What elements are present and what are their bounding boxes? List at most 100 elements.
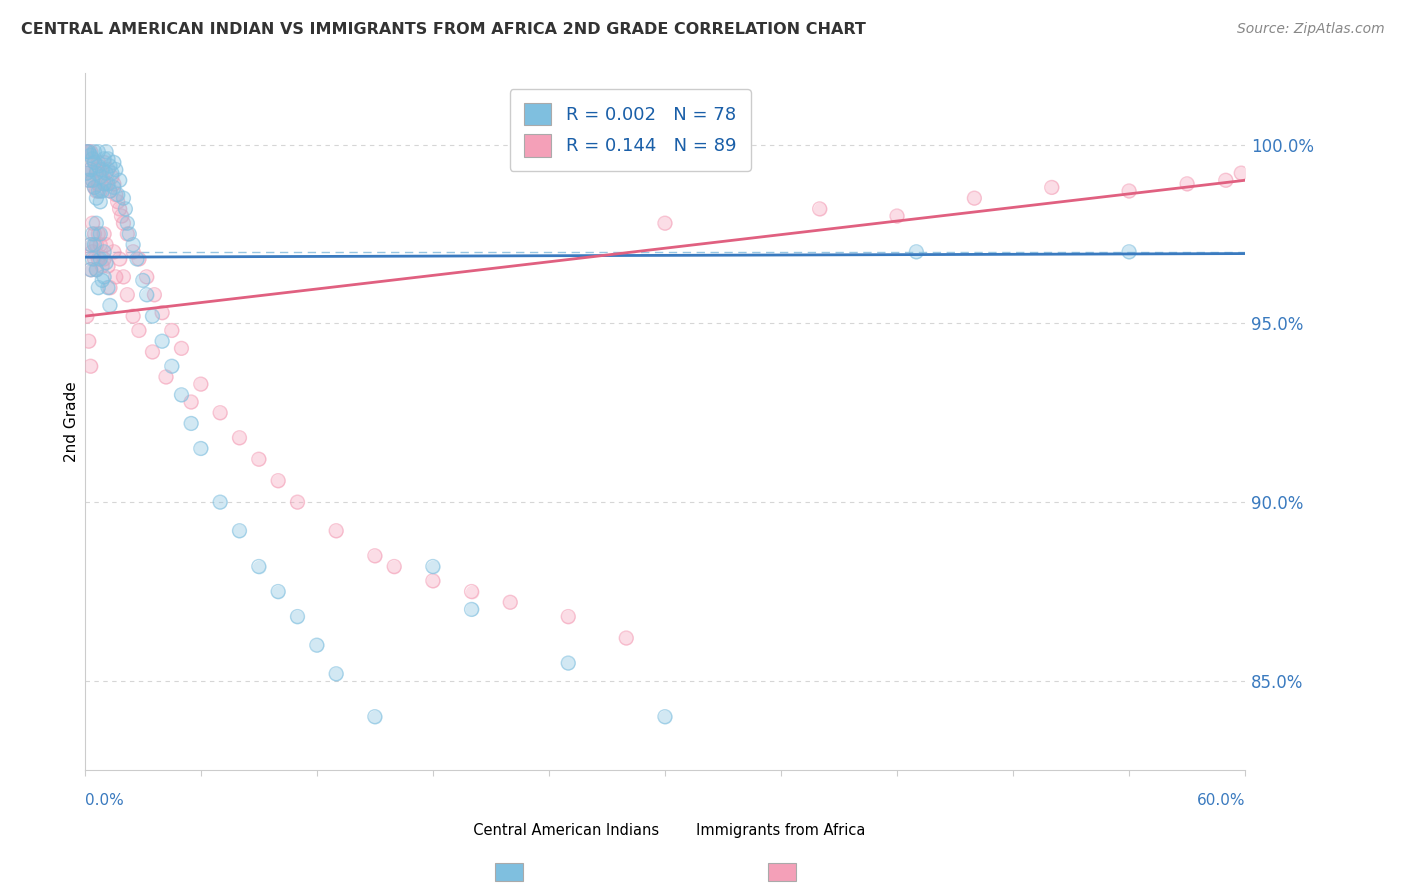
Point (82, 152, 104, 166)
Point (460, 602, 482, 616)
Point (98, 184, 121, 198)
Point (91, 273, 114, 287)
Point (112, 216, 135, 230)
Point (104, 162, 127, 177)
Point (79, 148, 101, 162)
Point (86, 166, 108, 180)
Point (83, 237, 105, 252)
Point (93, 227, 115, 241)
Point (79, 162, 101, 177)
Point (83, 227, 105, 241)
Point (108, 173, 131, 187)
Point (89, 169, 111, 184)
Point (82, 244, 104, 259)
Point (79, 262, 101, 277)
Point (83, 237, 105, 252)
Point (325, 666, 347, 681)
Point (125, 252, 148, 266)
Point (87, 177, 110, 191)
Point (135, 287, 157, 301)
Point (382, 559, 405, 574)
Point (86, 184, 108, 198)
Point (94, 145, 117, 159)
Text: Source: ZipAtlas.com: Source: ZipAtlas.com (1237, 22, 1385, 37)
Point (87, 145, 110, 159)
Point (93, 155, 115, 169)
Point (94, 166, 117, 180)
Point (654, 216, 676, 230)
Point (97, 280, 120, 294)
Point (1230, 166, 1253, 180)
Point (132, 273, 155, 287)
Point (79, 237, 101, 252)
Point (107, 194, 129, 209)
Point (98, 280, 121, 294)
Point (170, 342, 193, 356)
Point (83, 155, 105, 169)
Point (557, 656, 579, 670)
Point (87, 145, 110, 159)
Point (79, 237, 101, 252)
Point (247, 559, 270, 574)
Point (79, 162, 101, 177)
Point (382, 559, 405, 574)
Point (460, 584, 482, 599)
Point (83, 180, 105, 194)
Point (82, 152, 104, 166)
Point (112, 191, 135, 205)
Point (98, 184, 121, 198)
Point (1215, 173, 1237, 187)
Point (104, 269, 127, 284)
Point (83, 180, 105, 194)
Point (89, 252, 111, 266)
Point (91, 169, 114, 184)
Point (128, 252, 150, 266)
Point (886, 209, 908, 223)
Point (112, 216, 135, 230)
Point (228, 524, 250, 538)
Point (91, 162, 114, 177)
Point (460, 602, 482, 616)
Point (107, 187, 129, 202)
Point (209, 406, 232, 420)
Point (160, 323, 183, 337)
Point (97, 177, 120, 191)
Point (94, 237, 117, 252)
Point (87, 280, 110, 294)
Point (287, 609, 309, 624)
Point (963, 191, 986, 205)
Point (97, 162, 120, 177)
Point (89, 169, 111, 184)
Point (93, 152, 115, 166)
Point (325, 524, 347, 538)
Point (77, 145, 100, 159)
Point (886, 209, 908, 223)
Point (82, 244, 104, 259)
Point (228, 524, 250, 538)
Point (77, 173, 100, 187)
Point (1175, 177, 1198, 191)
Point (82, 173, 104, 187)
Point (101, 169, 124, 184)
Point (128, 323, 150, 337)
Point (83, 252, 105, 266)
Point (499, 595, 522, 609)
Point (89, 227, 111, 241)
Point (86, 216, 108, 230)
Point (170, 388, 193, 402)
Point (104, 162, 127, 177)
Text: 60.0%: 60.0% (1197, 793, 1246, 808)
Y-axis label: 2nd Grade: 2nd Grade (65, 381, 79, 462)
Point (83, 145, 105, 159)
Point (77, 173, 100, 187)
Point (82, 252, 104, 266)
Point (135, 269, 157, 284)
Point (305, 638, 328, 652)
Point (87, 184, 110, 198)
Point (86, 262, 108, 277)
Point (287, 495, 309, 509)
Point (287, 609, 309, 624)
Point (76, 166, 98, 180)
Point (94, 166, 117, 180)
Point (135, 269, 157, 284)
